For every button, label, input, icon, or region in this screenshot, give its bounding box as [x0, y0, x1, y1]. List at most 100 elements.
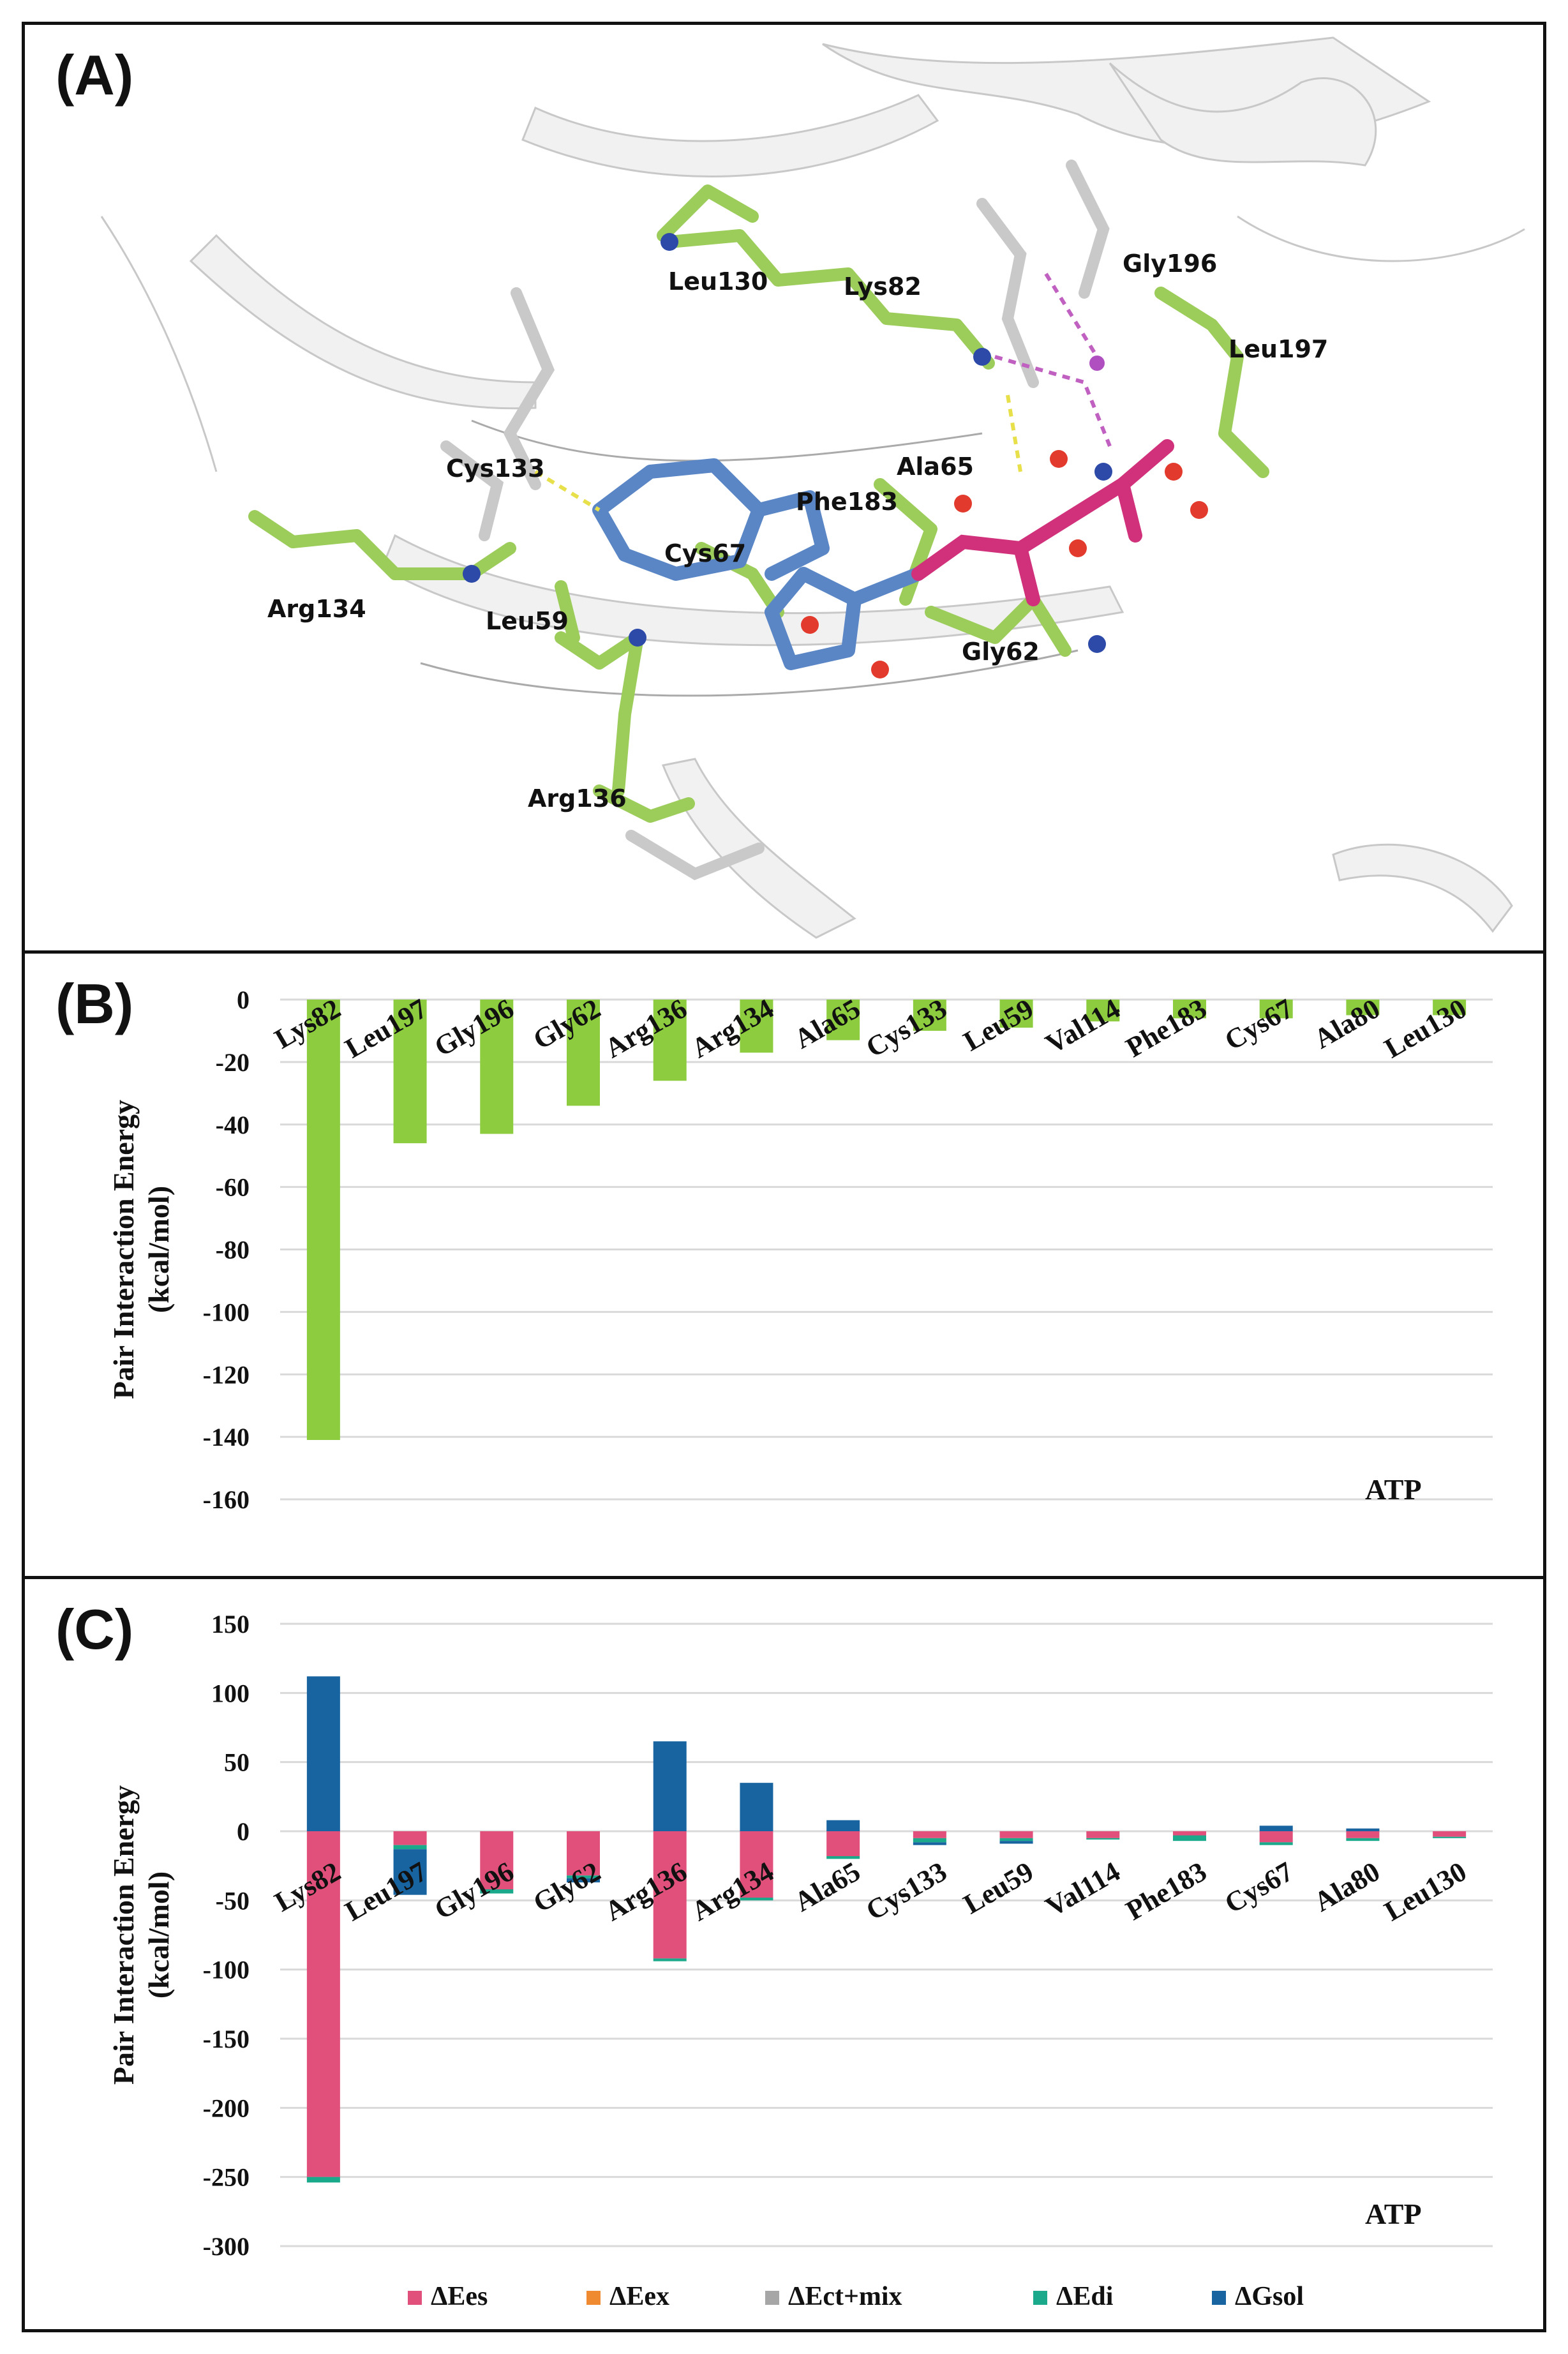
legend-swatch-ctmix: [765, 2291, 779, 2305]
y-tick-label: -100: [203, 1298, 250, 1326]
residue-label-cys67: Cys67: [664, 539, 747, 567]
y-tick-label: -150: [203, 2025, 250, 2053]
bar-segment-lys82-es: [306, 1831, 340, 2177]
x-tick-label: Leu59: [958, 1855, 1038, 1920]
y-axis-title: Pair Interaction Energy: [107, 1785, 140, 2085]
x-tick-label: Phe183: [1121, 1855, 1212, 1926]
bar-val114: [1086, 1000, 1120, 1022]
legend-label-es: ΔEes: [431, 2282, 488, 2311]
bar-segment-leu59-es: [999, 1831, 1033, 1838]
x-tick-label: Cys133: [861, 1855, 952, 1926]
x-tick-label: Leu130: [1379, 1855, 1472, 1927]
bar-segment-ala65-gsol: [826, 1820, 860, 1831]
panel-a: (A): [22, 22, 1546, 954]
bar-segment-arg134-di: [740, 1898, 773, 1901]
bar-segment-cys67-es: [1259, 1831, 1293, 1843]
x-tick-label: Leu59: [958, 993, 1038, 1057]
bar-segment-leu130-es: [1433, 1831, 1467, 1837]
panel-b-label: (B): [56, 972, 134, 1035]
molecular-structure: [100, 36, 1525, 939]
x-tick-label: Ala65: [789, 1855, 865, 1917]
ligand-annotation: ATP: [1365, 2198, 1422, 2230]
y-tick-label: -140: [203, 1423, 250, 1451]
y-tick-label: -60: [216, 1173, 250, 1202]
residue-label-gly62: Gly62: [962, 638, 1040, 666]
bar-gly62: [567, 1000, 600, 1106]
bar-ala80: [1346, 1000, 1380, 1016]
legend-label-gsol: ΔGsol: [1235, 2282, 1304, 2311]
bar-segment-gly62-gsol: [567, 1878, 600, 1883]
panel-c-label: (C): [56, 1598, 134, 1661]
x-tick-label: Phe183: [1121, 993, 1212, 1063]
bar-segment-leu59-gsol: [999, 1841, 1033, 1844]
residue-label-leu197: Leu197: [1228, 335, 1329, 363]
residue-label-cys133: Cys133: [446, 454, 545, 483]
energy-decomposition-chart: 150100500-50-100-150-200-250-300Lys82Leu…: [107, 1610, 1493, 2311]
legend-swatch-gsol: [1212, 2291, 1226, 2305]
y-tick-label: -40: [216, 1111, 250, 1139]
y-tick-label: 100: [211, 1679, 250, 1707]
bar-leu59: [999, 1000, 1033, 1028]
y-axis-title-units: (kcal/mol): [142, 1186, 175, 1313]
bar-gly196: [480, 1000, 514, 1134]
panel-c: (C) 150 100 50 0 -50 -100 -150 -200 -250 -300 Lys8…: [22, 1576, 1546, 2332]
total-energy-bar-chart: 0-20-40-60-80-100-120-140-160Lys82Leu197…: [107, 986, 1493, 1514]
residue-label-ala65: Ala65: [897, 453, 974, 481]
panel-a-label: (A): [56, 43, 134, 107]
bar-segment-cys133-di: [913, 1838, 946, 1843]
y-tick-label: -20: [216, 1048, 250, 1077]
y-tick-label: 50: [224, 1748, 250, 1777]
bar-segment-leu130-di: [1433, 1836, 1467, 1838]
y-tick-label: -160: [203, 1485, 250, 1514]
y-tick-label: 0: [237, 986, 250, 1014]
grey-residues: [440, 160, 1110, 881]
bar-leu130: [1433, 1000, 1467, 1016]
residue-label-gly196: Gly196: [1123, 250, 1218, 278]
residue-label-lys82: Lys82: [844, 273, 922, 301]
bar-segment-phe183-di: [1173, 1835, 1206, 1841]
bar-segment-gly62-es: [567, 1831, 600, 1876]
y-tick-label: -80: [216, 1236, 250, 1264]
bar-segment-cys133-es: [913, 1831, 946, 1838]
bar-cys133: [913, 1000, 946, 1031]
salt-bridges: [994, 273, 1112, 447]
y-tick-label: -50: [216, 1886, 250, 1915]
bar-cys67: [1259, 1000, 1293, 1019]
bar-segment-val114-es: [1086, 1831, 1120, 1838]
bar-ala65: [826, 1000, 860, 1040]
residue-label-arg134: Arg134: [267, 595, 366, 623]
ligand-annotation: ATP: [1365, 1473, 1422, 1506]
x-tick-label: Cys67: [1220, 1855, 1299, 1919]
bar-segment-cys67-gsol: [1259, 1825, 1293, 1831]
legend-label-di: ΔEdi: [1056, 2282, 1114, 2311]
y-tick-label: 0: [237, 1817, 250, 1846]
y-axis-title-units: (kcal/mol): [142, 1871, 175, 1998]
bar-segment-gly62-di: [567, 1875, 600, 1878]
bar-segment-ala80-gsol: [1346, 1828, 1380, 1831]
hydrogen-bonds: [534, 394, 1022, 512]
ion-atom: [1089, 356, 1105, 371]
bar-lys82: [306, 1000, 340, 1441]
y-tick-label: -100: [203, 1956, 250, 1984]
bar-segment-arg136-es: [653, 1831, 687, 1959]
y-tick-label: -120: [203, 1360, 250, 1389]
x-tick-label: Cys67: [1220, 993, 1299, 1056]
residue-label-phe183: Phe183: [796, 488, 898, 516]
y-tick-label: -200: [203, 2094, 250, 2122]
residue-label-arg136: Arg136: [528, 784, 627, 813]
bar-segment-arg136-di: [653, 1958, 687, 1961]
bar-segment-val114-di: [1086, 1838, 1120, 1840]
legend-swatch-ex: [586, 2291, 601, 2305]
bar-segment-phe183-es: [1173, 1831, 1206, 1836]
phosphate-groups: [911, 439, 1174, 606]
bar-arg134: [740, 1000, 773, 1053]
y-tick-label: -250: [203, 2163, 250, 2192]
bar-segment-leu197-gsol: [393, 1849, 427, 1895]
x-tick-label: Val114: [1040, 1855, 1125, 1923]
bar-segment-ala80-es: [1346, 1831, 1380, 1838]
legend-swatch-di: [1033, 2291, 1047, 2305]
bar-segment-arg136-gsol: [653, 1741, 687, 1831]
bar-segment-gly196-es: [480, 1831, 514, 1889]
x-tick-label: Leu130: [1379, 993, 1472, 1064]
bar-segment-lys82-di: [306, 2177, 340, 2183]
